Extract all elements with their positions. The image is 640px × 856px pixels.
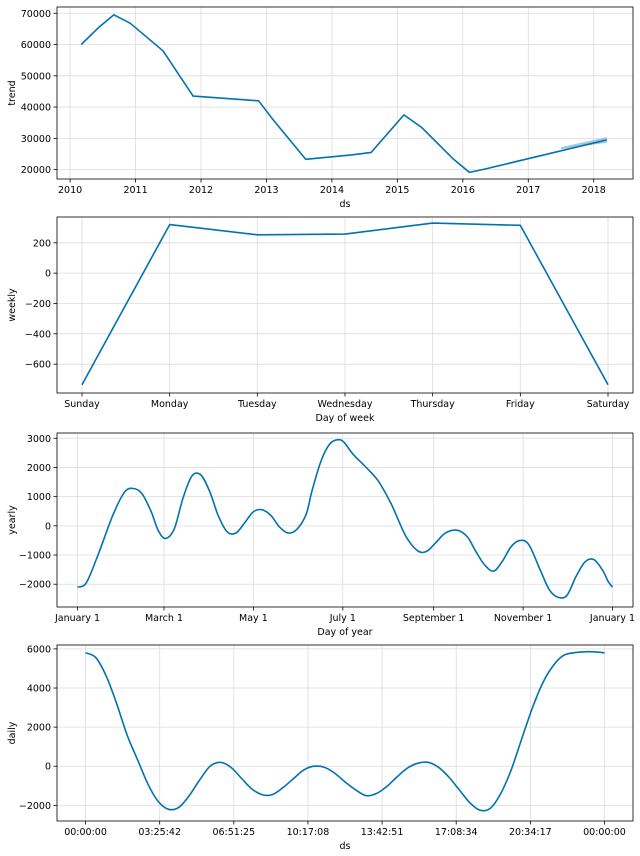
x-tick-label: Thursday <box>410 399 456 410</box>
y-tick-label: 0 <box>45 521 51 532</box>
plot-frame <box>56 644 634 822</box>
chart-panel-3: January 1 March 1 May 1 July 1 September 1 No… <box>7 432 635 638</box>
x-tick-label: 2015 <box>385 185 409 196</box>
x-axis-label: Day of week <box>316 413 375 424</box>
x-axis-label: ds <box>340 199 351 210</box>
y-tick-label: 2000 <box>27 723 51 734</box>
y-tick-label: −2000 <box>19 580 51 591</box>
chart-panel-2: Sunday Monday Tuesday Wednesday Thursday Frid… <box>7 216 634 424</box>
x-tick-label: Saturday <box>587 399 630 410</box>
y-axis-label: yearly <box>7 505 18 535</box>
x-tick-label: 20:34:17 <box>509 827 552 838</box>
y-tick-label: 50000 <box>21 71 51 82</box>
x-tick-label: 2018 <box>582 185 606 196</box>
y-tick-label: 70000 <box>21 9 51 20</box>
y-tick-label: −1000 <box>19 551 51 562</box>
y-tick-label: 2000 <box>27 463 51 474</box>
x-tick-label: Sunday <box>64 399 100 410</box>
x-tick-label: 2016 <box>451 185 475 196</box>
y-tick-label: 0 <box>45 762 51 773</box>
y-axis-label: trend <box>7 80 18 105</box>
x-tick-label: 03:25:42 <box>138 827 181 838</box>
y-tick-label: −400 <box>25 329 51 340</box>
x-tick-label: November 1 <box>494 613 552 624</box>
x-tick-label: March 1 <box>145 613 183 624</box>
x-tick-label: May 1 <box>239 613 268 624</box>
x-axis-label: ds <box>340 841 351 852</box>
yearly-series-line <box>77 438 614 599</box>
plot-frame <box>56 6 634 180</box>
y-tick-label: 6000 <box>27 644 51 655</box>
y-tick-label: 1000 <box>27 492 51 503</box>
weekly-series-line <box>81 222 609 386</box>
x-tick-label: July 1 <box>329 613 356 624</box>
y-tick-label: 200 <box>33 238 51 249</box>
x-tick-label: 06:51:25 <box>212 827 255 838</box>
x-tick-label: 2014 <box>320 185 344 196</box>
x-tick-label: 17:08:34 <box>435 827 478 838</box>
x-tick-label: Tuesday <box>237 399 277 410</box>
y-tick-label: 60000 <box>21 40 51 51</box>
y-tick-label: 20000 <box>21 165 51 176</box>
chart-panel-1: 2010 2011 2012 2013 2014 2015 2016 2017 2018 2000… <box>7 6 634 210</box>
x-tick-label: January 1 <box>54 613 100 624</box>
x-tick-label: 10:17:08 <box>287 827 330 838</box>
grid <box>57 433 633 607</box>
plot-frame <box>56 432 634 608</box>
x-tick-label: Wednesday <box>317 399 372 410</box>
grid <box>57 7 633 179</box>
y-axis-label: daily <box>7 721 18 744</box>
x-tick-label: 2010 <box>58 185 82 196</box>
x-tick-label: January 1 <box>589 613 635 624</box>
x-tick-label: 2013 <box>254 185 278 196</box>
grid <box>57 217 633 393</box>
grid <box>57 645 633 821</box>
y-tick-label: 3000 <box>27 434 51 445</box>
y-tick-label: 4000 <box>27 684 51 695</box>
x-tick-label: 2011 <box>123 185 147 196</box>
x-tick-label: 2017 <box>516 185 540 196</box>
y-tick-label: 40000 <box>21 103 51 114</box>
x-tick-label: 13:42:51 <box>361 827 404 838</box>
x-tick-label: Friday <box>506 399 535 410</box>
x-tick-label: 00:00:00 <box>64 827 107 838</box>
x-tick-label: 00:00:00 <box>583 827 626 838</box>
y-axis-label: weekly <box>7 288 18 322</box>
x-axis-label: Day of year <box>317 627 372 638</box>
y-tick-label: −200 <box>25 299 51 310</box>
chart-panel-4: 00:00:00 03:25:42 06:51:25 10:17:08 13:42:51… <box>7 644 634 852</box>
y-tick-label: 30000 <box>21 134 51 145</box>
trend-series-line <box>80 14 607 174</box>
x-tick-label: 2012 <box>189 185 213 196</box>
x-tick-label: September 1 <box>403 613 465 624</box>
y-tick-label: 0 <box>45 269 51 280</box>
y-tick-label: −600 <box>25 360 51 371</box>
uncertainty-band <box>561 137 607 150</box>
y-tick-label: −2000 <box>19 801 51 812</box>
x-tick-label: Monday <box>151 399 189 410</box>
daily-series-line <box>85 650 605 812</box>
